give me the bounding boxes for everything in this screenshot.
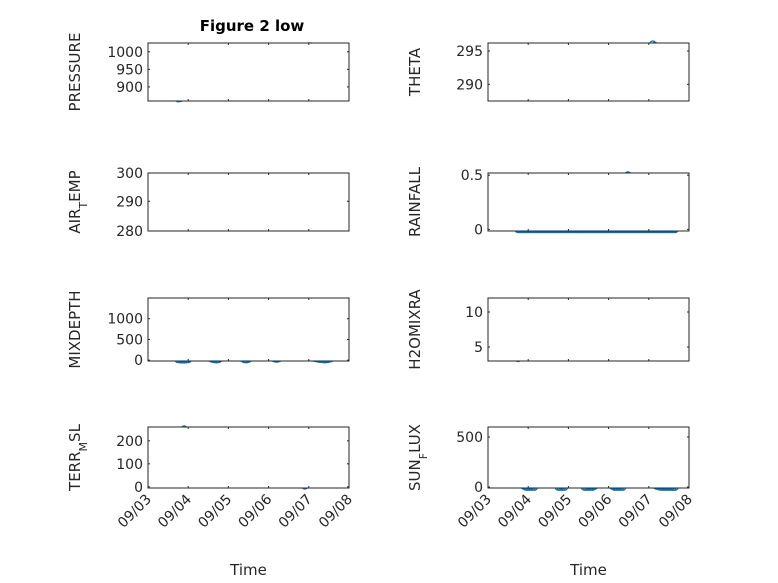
panel-3-y-tick-label: 290 <box>116 194 143 210</box>
panel-3: 280 290 300 AIRTEMP <box>66 166 350 240</box>
panel-7-time-tick-label: 09/03 <box>115 492 155 532</box>
panel-7-y-tick-label: 200 <box>116 434 143 450</box>
panel-3-y-axis-label: AIRTEMP <box>66 170 90 233</box>
panel-7-time-tick-label: 09/06 <box>236 491 276 531</box>
panel-2-axes-frame <box>487 42 690 102</box>
panel-7-y-axis-label: TERRMSL <box>66 423 90 492</box>
panel-7-y-tick-label: 100 <box>116 457 143 473</box>
panel-7-axes-frame <box>147 426 350 489</box>
panel-7-time-tick-label: 09/08 <box>316 492 356 532</box>
panel-1-y-tick-label: 950 <box>116 62 143 78</box>
panel-5-y-tick-label: 500 <box>116 332 143 348</box>
panel-3-axes-frame <box>147 172 350 232</box>
panel-7-time-tick-label: 09/05 <box>195 492 235 532</box>
panel-7-time-tick-label: 09/07 <box>276 492 316 532</box>
panel-5-y-tick-label: 0 <box>134 353 143 369</box>
panel-1-y-axis-label: PRESSURE <box>66 33 84 112</box>
panel-8-axes-frame <box>487 426 690 489</box>
panel-5-axes-frame <box>147 297 350 362</box>
panel-5-y-axis-label: MIXDEPTH <box>66 290 84 368</box>
panel-2-y-tick-label: 290 <box>456 77 483 93</box>
panel-1-y-tick-label: 1000 <box>107 45 143 61</box>
panel-6-y-tick-label: 10 <box>465 305 483 321</box>
panel-1-y-tick-label: 900 <box>116 80 143 96</box>
panel-8-time-tick-label: 09/04 <box>495 491 535 531</box>
panel-6-y-tick-label: 5 <box>474 340 483 356</box>
figure-title: Figure 2 low <box>200 17 305 35</box>
panel-7-time-tick-label: 09/04 <box>155 491 195 531</box>
panel-2-y-axis-label: THETA <box>406 47 424 97</box>
panel-8-time-tick-label: 09/03 <box>455 492 495 532</box>
panel-4: 0 0.5 RAINFALL <box>406 166 690 238</box>
panel-8-time-tick-label: 09/05 <box>535 492 575 532</box>
panel-4-y-tick-label: 0 <box>474 222 483 238</box>
panel-3-y-tick-label: 280 <box>116 224 143 240</box>
panel-7-x-axis-label: Time <box>229 561 267 579</box>
panel-8-time-tick-label: 09/08 <box>656 492 696 532</box>
panel-4-axes-frame <box>487 172 690 232</box>
panel-7-y-tick-label: 0 <box>134 480 143 496</box>
panel-5: 0 500 1000 MIXDEPTH <box>66 290 350 369</box>
panel-1-axes-frame <box>147 42 350 102</box>
panel-5-y-tick-label: 1000 <box>107 312 143 328</box>
panel-4-y-tick-label: 0.5 <box>461 168 483 184</box>
panel-3-y-tick-label: 300 <box>116 166 143 182</box>
panel-8-y-axis-label: SUNFLUX <box>406 424 430 491</box>
panel-6-y-axis-label: H2OMIXRA <box>406 289 424 370</box>
panel-6: 5 10 H2OMIXRA <box>406 289 690 370</box>
panel-6-axes-frame <box>487 297 690 362</box>
panel-8-time-tick-label: 09/07 <box>616 492 656 532</box>
panel-8-y-tick-label: 0 <box>474 480 483 496</box>
panel-8-time-tick-label: 09/06 <box>576 491 616 531</box>
panel-2: 290 295 THETA <box>406 40 690 102</box>
panel-8-y-tick-label: 500 <box>456 430 483 446</box>
panel-7: 0 100 200 TERRMSL 09/03 09/04 09/05 09/06 09/07 0… <box>66 423 356 579</box>
panel-8: 0 500 SUNFLUX 09/03 09/04 09/05 09/06 09/07 09/0… <box>406 424 696 579</box>
panel-4-y-axis-label: RAINFALL <box>406 166 424 237</box>
panel-8-x-axis-label: Time <box>569 561 607 579</box>
panel-2-y-tick-label: 295 <box>456 44 483 60</box>
